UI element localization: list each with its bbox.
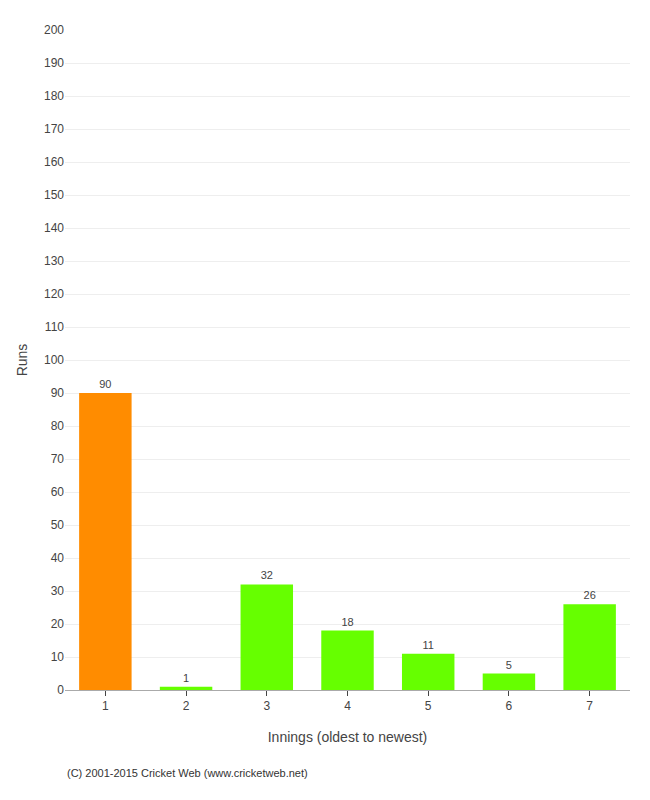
svg-text:3: 3: [263, 699, 270, 713]
svg-text:90: 90: [51, 386, 65, 400]
svg-text:1: 1: [102, 699, 109, 713]
svg-text:30: 30: [51, 584, 65, 598]
svg-text:70: 70: [51, 452, 65, 466]
svg-text:110: 110: [45, 320, 64, 334]
svg-text:5: 5: [506, 659, 512, 671]
svg-text:2: 2: [183, 699, 190, 713]
svg-text:140: 140: [44, 221, 64, 235]
svg-text:90: 90: [99, 378, 111, 390]
svg-text:120: 120: [44, 287, 64, 301]
svg-text:170: 170: [44, 122, 64, 136]
svg-text:150: 150: [44, 188, 64, 202]
svg-text:40: 40: [51, 551, 65, 565]
svg-text:160: 160: [44, 155, 64, 169]
svg-text:Innings (oldest to newest): Innings (oldest to newest): [268, 729, 428, 745]
svg-text:200: 200: [44, 23, 64, 37]
svg-text:18: 18: [341, 616, 353, 628]
svg-text:180: 180: [44, 89, 64, 103]
svg-text:5: 5: [425, 699, 432, 713]
svg-text:0: 0: [57, 683, 64, 697]
svg-text:7: 7: [586, 699, 593, 713]
svg-text:Runs: Runs: [14, 344, 30, 377]
svg-text:60: 60: [51, 485, 65, 499]
svg-text:50: 50: [51, 518, 65, 532]
svg-text:10: 10: [51, 650, 65, 664]
svg-text:80: 80: [51, 419, 65, 433]
svg-text:11: 11: [423, 639, 434, 651]
svg-text:100: 100: [44, 353, 64, 367]
svg-text:32: 32: [261, 569, 273, 581]
svg-text:190: 190: [44, 56, 64, 70]
svg-text:4: 4: [344, 699, 351, 713]
svg-text:(C) 2001-2015 Cricket Web (www: (C) 2001-2015 Cricket Web (www.cricketwe…: [67, 767, 308, 779]
svg-text:1: 1: [183, 672, 189, 684]
svg-text:20: 20: [51, 617, 65, 631]
svg-text:130: 130: [44, 254, 64, 268]
svg-text:26: 26: [584, 589, 596, 601]
svg-text:6: 6: [506, 699, 513, 713]
